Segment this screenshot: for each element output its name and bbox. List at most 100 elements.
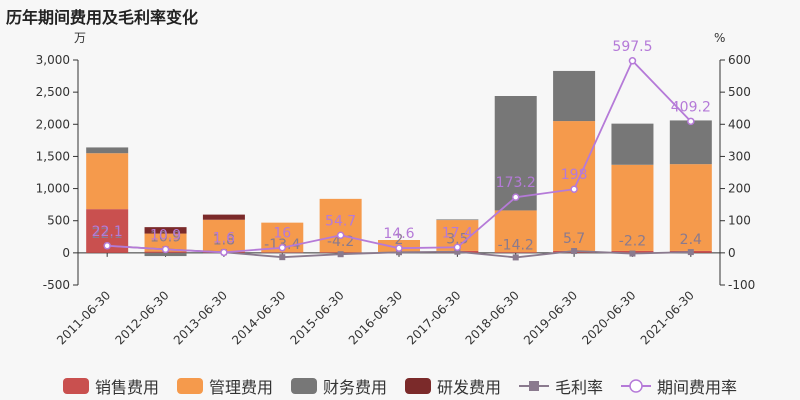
point-期间费用率	[278, 243, 287, 252]
legend-swatch	[405, 378, 431, 394]
y-tick-label-right: 100	[728, 214, 751, 228]
bar-财务费用	[86, 147, 129, 154]
data-label-期间费用率: 198	[561, 167, 588, 183]
bar-财务费用	[669, 120, 712, 165]
y-tick-label-left: 2,500	[36, 85, 70, 99]
data-label-毛利率: -4.2	[327, 234, 354, 250]
legend-label: 毛利率	[555, 378, 604, 397]
point-期间费用率	[687, 117, 695, 126]
y-tick-label-left: 3,000	[36, 53, 70, 67]
point-期间费用率	[628, 57, 637, 65]
legend-swatch	[62, 378, 89, 394]
data-label-毛利率: -14.2	[498, 237, 534, 253]
bar-管理费用	[319, 198, 362, 253]
legend-item[interactable]: 研发费用	[405, 374, 501, 398]
data-label-期间费用率: 409.2	[671, 99, 711, 115]
bar-财务费用	[611, 123, 654, 165]
bar-销售费用	[494, 252, 537, 253]
point-期间费用率	[220, 248, 228, 257]
legend-label: 销售费用	[94, 378, 159, 397]
bar-管理费用	[494, 210, 537, 253]
legend-item[interactable]: 期间费用率	[621, 374, 737, 398]
legend-label: 管理费用	[208, 378, 273, 397]
y-tick-label-right: 300	[728, 149, 751, 163]
point-期间费用率	[395, 244, 403, 252]
legend-label: 研发费用	[437, 378, 502, 397]
y-tick-label-right: -100	[728, 278, 755, 292]
legend-swatch	[290, 378, 317, 394]
data-label-期间费用率: 14.6	[383, 226, 414, 242]
bar-管理费用	[86, 153, 129, 210]
bar-研发费用	[144, 227, 187, 234]
y-tick-label-right: 500	[728, 85, 751, 99]
right-unit-label: %	[714, 31, 725, 45]
bar-研发费用	[202, 214, 245, 220]
point-毛利率	[454, 248, 461, 255]
x-tick-label: 2020-06-30	[579, 288, 638, 347]
point-期间费用率	[161, 245, 170, 254]
legend-item[interactable]: 销售费用	[62, 374, 159, 398]
legend-item[interactable]: 管理费用	[176, 374, 273, 398]
legend-swatch	[519, 381, 550, 391]
bar-财务费用	[261, 252, 304, 254]
legend-label: 财务费用	[322, 378, 387, 397]
data-label-期间费用率: 597.5	[612, 39, 652, 55]
y-tick-label-right: 0	[728, 246, 736, 260]
bar-管理费用	[144, 233, 187, 252]
data-label-毛利率: 2	[395, 232, 404, 248]
data-label-期间费用率: 54.7	[325, 213, 356, 229]
data-label-毛利率: 3.5	[446, 232, 468, 248]
point-期间费用率	[570, 185, 578, 193]
legend-item[interactable]: 财务费用	[290, 374, 387, 398]
data-label-期间费用率: 17.4	[442, 225, 473, 241]
x-tick-label: 2018-06-30	[463, 288, 522, 347]
bar-财务费用	[494, 96, 537, 211]
chart-title: 历年期间费用及毛利率变化	[6, 8, 199, 27]
data-label-毛利率: 22.1	[92, 226, 123, 242]
left-unit-label: 万	[74, 31, 86, 45]
bar-管理费用	[611, 164, 654, 251]
legend: 销售费用 管理费用 财务费用 研发费用 毛利率 期间费用率	[0, 374, 800, 398]
y-tick-label-left: -500	[43, 278, 70, 292]
data-label-毛利率: 10.9	[150, 229, 181, 245]
y-tick-label-right: 200	[728, 182, 751, 196]
point-期间费用率	[103, 242, 111, 250]
data-label-毛利率: 5.7	[563, 231, 585, 247]
x-tick-label: 2015-06-30	[288, 288, 347, 347]
x-tick-label: 2014-06-30	[229, 288, 288, 347]
x-tick-label: 2021-06-30	[638, 288, 697, 347]
x-tick-label: 2013-06-30	[171, 288, 230, 347]
data-label-期间费用率: 22.1	[92, 224, 123, 240]
x-tick-label: 2016-06-30	[346, 288, 405, 347]
y-tick-label-left: 1,500	[36, 149, 70, 163]
y-tick-label-left: 0	[62, 246, 70, 260]
bar-财务费用	[553, 70, 596, 122]
point-毛利率	[512, 254, 519, 261]
point-毛利率	[629, 250, 636, 257]
y-tick-label-left: 1,000	[36, 182, 70, 196]
point-毛利率	[687, 249, 694, 256]
legend-swatch	[176, 378, 203, 394]
y-tick-label-left: 2,000	[36, 117, 70, 131]
legend-label: 期间费用率	[657, 378, 738, 397]
data-label-期间费用率: 16	[273, 226, 291, 242]
x-tick-label: 2012-06-30	[112, 288, 171, 347]
legend-item[interactable]: 毛利率	[519, 374, 603, 398]
point-期间费用率	[453, 243, 462, 252]
data-label-毛利率: -2.2	[619, 234, 646, 250]
point-毛利率	[337, 251, 344, 258]
data-label-期间费用率: 1.6	[213, 230, 235, 246]
data-label-毛利率: 2.4	[680, 232, 702, 248]
data-label-期间费用率: 173.2	[496, 175, 536, 191]
bar-管理费用	[669, 164, 712, 251]
bar-销售费用	[261, 252, 304, 253]
point-毛利率	[396, 249, 402, 256]
y-tick-label-right: 400	[728, 117, 751, 131]
data-label-期间费用率: 10.9	[150, 227, 181, 243]
legend-swatch	[621, 379, 652, 393]
bar-财务费用	[144, 252, 187, 257]
x-tick-label: 2017-06-30	[404, 288, 463, 347]
bar-财务费用	[436, 219, 479, 221]
point-期间费用率	[511, 193, 520, 201]
x-tick-label: 2019-06-30	[521, 288, 580, 347]
